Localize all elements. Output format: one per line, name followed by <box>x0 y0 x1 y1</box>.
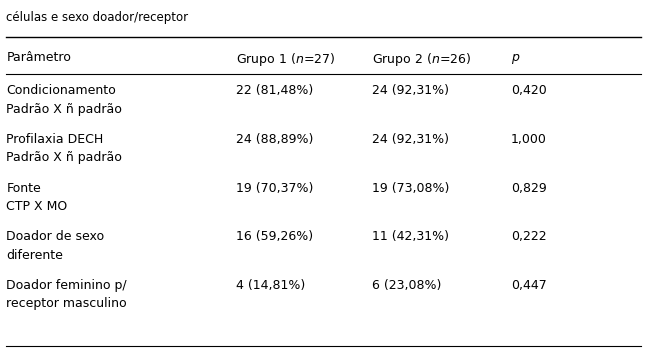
Text: diferente: diferente <box>6 249 63 262</box>
Text: 6 (23,08%): 6 (23,08%) <box>372 279 441 292</box>
Text: 0,420: 0,420 <box>511 84 547 98</box>
Text: p: p <box>511 51 519 64</box>
Text: 11 (42,31%): 11 (42,31%) <box>372 230 449 243</box>
Text: 0,222: 0,222 <box>511 230 547 243</box>
Text: receptor masculino: receptor masculino <box>6 297 127 310</box>
Text: Condicionamento: Condicionamento <box>6 84 116 98</box>
Text: Grupo 2 ($n$=26): Grupo 2 ($n$=26) <box>372 51 471 68</box>
Text: 24 (92,31%): 24 (92,31%) <box>372 133 449 146</box>
Text: 4 (14,81%): 4 (14,81%) <box>236 279 305 292</box>
Text: Doador feminino p/: Doador feminino p/ <box>6 279 127 292</box>
Text: 1,000: 1,000 <box>511 133 547 146</box>
Text: 0,447: 0,447 <box>511 279 547 292</box>
Text: Profilaxia DECH: Profilaxia DECH <box>6 133 104 146</box>
Text: Padrão X ñ padrão: Padrão X ñ padrão <box>6 103 122 116</box>
Text: 19 (73,08%): 19 (73,08%) <box>372 182 450 195</box>
Text: Padrão X ñ padrão: Padrão X ñ padrão <box>6 151 122 164</box>
Text: Fonte: Fonte <box>6 182 41 195</box>
Text: 24 (88,89%): 24 (88,89%) <box>236 133 314 146</box>
Text: 24 (92,31%): 24 (92,31%) <box>372 84 449 98</box>
Text: CTP X MO: CTP X MO <box>6 200 68 213</box>
Text: células e sexo doador/receptor: células e sexo doador/receptor <box>6 11 188 24</box>
Text: Parâmetro: Parâmetro <box>6 51 71 64</box>
Text: 0,829: 0,829 <box>511 182 547 195</box>
Text: 19 (70,37%): 19 (70,37%) <box>236 182 314 195</box>
Text: Doador de sexo: Doador de sexo <box>6 230 105 243</box>
Text: 16 (59,26%): 16 (59,26%) <box>236 230 313 243</box>
Text: Grupo 1 ($n$=27): Grupo 1 ($n$=27) <box>236 51 335 68</box>
Text: 22 (81,48%): 22 (81,48%) <box>236 84 313 98</box>
